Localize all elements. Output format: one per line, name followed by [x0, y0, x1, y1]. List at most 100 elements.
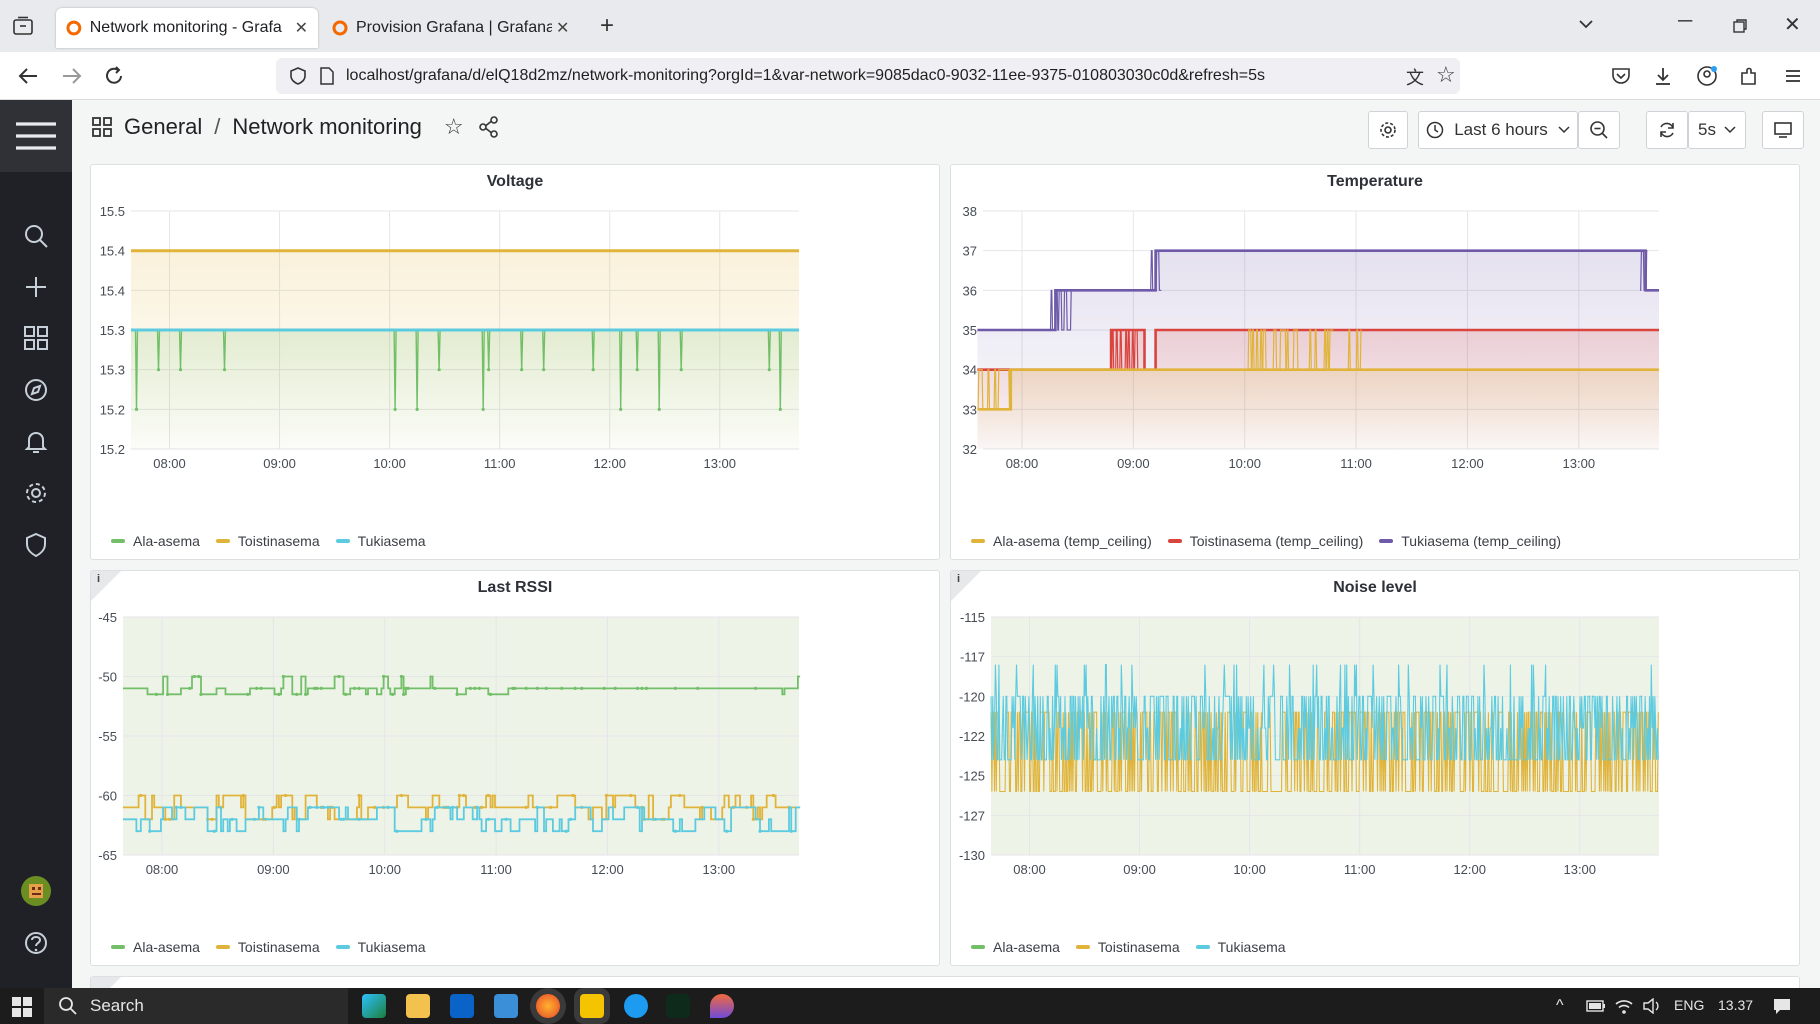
time-range-picker[interactable]: Last 6 hours [1418, 111, 1578, 149]
x-tick-label: 09:00 [257, 862, 290, 877]
dashboard-settings-button[interactable] [1368, 111, 1408, 149]
legend-item[interactable]: Toistinasema [215, 939, 320, 955]
share-icon[interactable] [478, 116, 500, 138]
close-window-button[interactable]: ✕ [1784, 14, 1801, 36]
dashboard-title[interactable]: Network monitoring [232, 114, 422, 139]
panel-info-corner[interactable] [951, 571, 981, 601]
legend-item[interactable]: Tukiasema [335, 533, 426, 549]
configuration-gear-icon[interactable] [22, 479, 50, 507]
outlook-icon[interactable] [450, 994, 474, 1018]
clock[interactable]: 13.37 [1718, 997, 1754, 1013]
edge-app-icon[interactable] [362, 994, 386, 1018]
refresh-interval-picker[interactable]: 5s [1688, 111, 1746, 149]
firefox-icon[interactable] [536, 994, 560, 1018]
tab-network-monitoring[interactable]: Network monitoring - Grafana ✕ [56, 8, 318, 48]
legend-item[interactable]: Tukiasema [1195, 939, 1286, 955]
breadcrumb: General / Network monitoring ☆ [92, 114, 500, 140]
tray-chevron-up-icon[interactable]: ^ [1556, 997, 1564, 1014]
tv-mode-button[interactable] [1762, 111, 1804, 149]
server-admin-shield-icon[interactable] [22, 531, 50, 559]
panel-temperature[interactable]: Temperature 38 37 36 35 34 33 32 08:00 09:00 10:0… [950, 164, 1800, 560]
file-explorer-icon[interactable] [406, 994, 430, 1018]
explore-compass-icon[interactable] [22, 376, 50, 404]
docker-icon[interactable] [624, 994, 648, 1018]
x-tick-label: 10:00 [368, 862, 401, 877]
notifications-icon[interactable] [1772, 997, 1792, 1015]
menu-icon[interactable] [1782, 65, 1804, 87]
legend-label: Toistinasema [237, 533, 320, 549]
legend-item[interactable]: Toistinasema [215, 533, 320, 549]
account-icon[interactable] [1696, 65, 1718, 87]
info-icon[interactable]: i [957, 573, 961, 585]
y-tick-label: -130 [959, 848, 985, 863]
dashboards-icon[interactable] [22, 324, 50, 352]
list-all-tabs-icon[interactable] [1578, 18, 1594, 30]
refresh-button[interactable] [1646, 111, 1688, 149]
download-icon[interactable] [1652, 65, 1674, 87]
legend-item[interactable]: Ala-asema [111, 939, 200, 955]
legend-item[interactable]: Ala-asema [111, 533, 200, 549]
panel-last-rssi[interactable]: i Last RSSI -45 -50 -55 -60 -65 08:00 09:00 10:… [90, 570, 940, 966]
data-point [657, 407, 661, 411]
tab-close-icon[interactable]: ✕ [556, 20, 570, 37]
taskbar-search[interactable]: Search [44, 988, 348, 1024]
minimize-button[interactable]: ─ [1678, 10, 1693, 32]
x-tick-label: 08:00 [1013, 862, 1046, 877]
volume-icon[interactable] [1642, 998, 1662, 1014]
extensions-icon[interactable] [1738, 65, 1760, 87]
tab-list-icon[interactable] [12, 16, 34, 36]
legend-item[interactable]: Ala-asema (temp_ceiling) [971, 533, 1152, 549]
app-icon[interactable] [710, 994, 734, 1018]
chevron-down-icon [1724, 126, 1736, 134]
windows-start-icon[interactable] [12, 997, 32, 1017]
panel-info-corner[interactable] [91, 571, 121, 601]
x-tick-label: 12:00 [1453, 862, 1486, 877]
breadcrumb-folder[interactable]: General [124, 114, 203, 139]
panel-voltage[interactable]: Voltage 15.5 15.4 15.4 15.3 15.3 15.2 15.2 08:0… [90, 164, 940, 560]
forward-icon[interactable] [60, 64, 84, 88]
user-avatar[interactable] [20, 875, 52, 907]
favorite-star-icon[interactable]: ☆ [443, 114, 464, 139]
hamburger-icon[interactable] [14, 118, 58, 154]
shield-icon[interactable] [288, 66, 308, 86]
new-tab-button[interactable]: + [600, 12, 615, 39]
legend-swatch [971, 539, 985, 543]
back-icon[interactable] [16, 64, 40, 88]
legend-swatch [335, 945, 350, 949]
y-tick-label: 32 [963, 442, 977, 457]
tab-close-icon[interactable]: ✕ [294, 20, 308, 37]
panel-noise-level[interactable]: i Noise level -115 -117 -120 -122 -125 -127 -1… [950, 570, 1800, 966]
translate-icon[interactable]: 文 [1406, 68, 1424, 88]
pocket-icon[interactable] [1610, 65, 1632, 87]
legend-item[interactable]: Tukiasema [335, 939, 426, 955]
refresh-icon [1660, 122, 1674, 138]
info-icon[interactable]: i [97, 573, 101, 585]
create-plus-icon[interactable] [22, 273, 50, 301]
y-tick-label: -60 [98, 789, 117, 804]
legend-swatch [1195, 945, 1210, 949]
battery-icon[interactable] [1586, 1000, 1606, 1012]
legend-swatch [971, 945, 985, 949]
restore-button[interactable] [1732, 18, 1748, 34]
search-icon[interactable] [22, 222, 50, 250]
address-bar[interactable]: localhost/grafana/d/elQ18d2mz/network-mo… [276, 58, 1460, 94]
language-indicator[interactable]: ENG [1674, 997, 1705, 1013]
wifi-icon[interactable] [1614, 997, 1634, 1015]
legend-swatch [111, 539, 125, 543]
alerting-bell-icon[interactable] [22, 428, 50, 456]
zoom-out-button[interactable] [1578, 111, 1620, 149]
legend-item[interactable]: Toistinasema [1075, 939, 1180, 955]
terminal-icon[interactable] [666, 994, 690, 1018]
legend-item[interactable]: Toistinasema (temp_ceiling) [1167, 533, 1363, 549]
legend-item[interactable]: Tukiasema (temp_ceiling) [1379, 533, 1561, 549]
legend-label: Toistinasema [1097, 939, 1180, 955]
legend-item[interactable]: Ala-asema [971, 939, 1060, 955]
app-icon[interactable] [494, 994, 518, 1018]
bookmark-star-icon[interactable]: ☆ [1436, 62, 1456, 87]
sticky-notes-icon[interactable] [580, 994, 604, 1018]
help-icon[interactable] [22, 929, 50, 957]
legend-label: Tukiasema [357, 939, 426, 955]
menu-toggle[interactable] [0, 100, 72, 172]
reload-icon[interactable] [102, 64, 126, 88]
tab-provision-grafana[interactable]: Provision Grafana | Grafana docu ✕ [322, 8, 580, 48]
